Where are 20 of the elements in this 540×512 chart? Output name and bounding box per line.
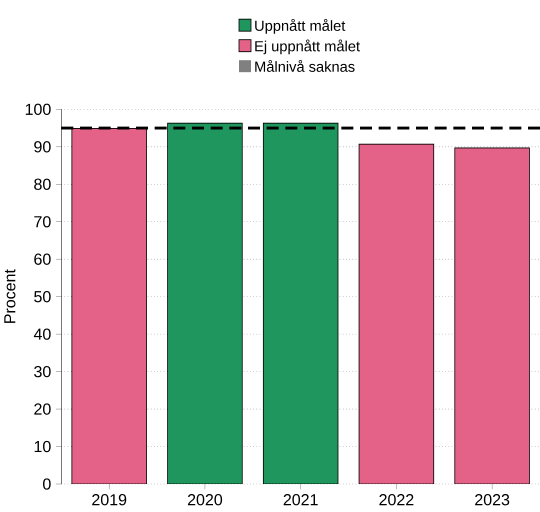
y-tick-label: 70 (34, 216, 51, 228)
x-tick-label: 2019 (92, 494, 126, 506)
y-tick-label: 50 (34, 291, 51, 302)
y-tick-label: 100 (26, 104, 51, 115)
x-tick-label: 2020 (188, 494, 222, 506)
legend-label: Uppnått målet (255, 18, 346, 34)
y-tick-label: 90 (34, 141, 51, 152)
x-tick-label: 2022 (379, 494, 414, 506)
y-tick-label: 0 (43, 478, 51, 490)
y-tick-label: 60 (34, 254, 51, 265)
x-tick-label: 2023 (475, 494, 510, 506)
y-axis-title: Procent (4, 269, 16, 323)
legend-label: Målnivå saknas (255, 60, 355, 72)
y-tick-label: 80 (34, 178, 51, 190)
y-tick-label: 40 (34, 328, 51, 340)
legend-label: Ej uppnått målet (255, 39, 360, 54)
x-tick-label: 2021 (284, 494, 318, 506)
y-tick-label: 10 (34, 440, 51, 452)
y-tick-label: 20 (34, 403, 51, 415)
y-tick-label: 30 (34, 366, 51, 378)
